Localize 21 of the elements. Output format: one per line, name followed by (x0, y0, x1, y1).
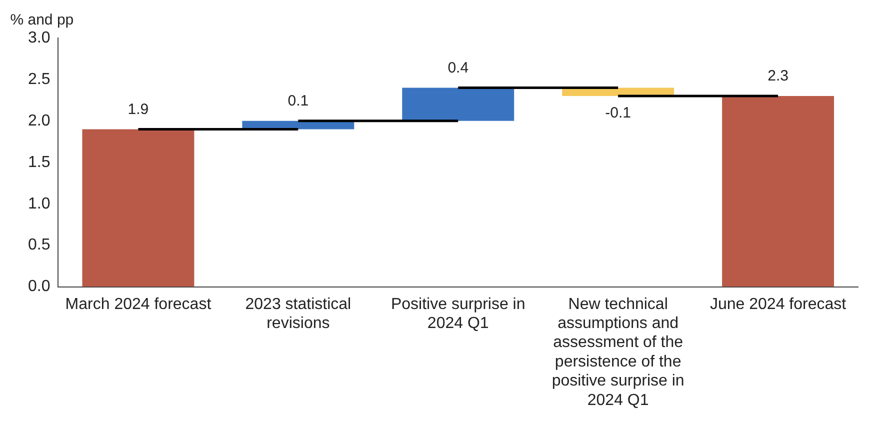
x-tick-label: June 2024 forecast (710, 296, 847, 313)
data-label: -0.1 (605, 104, 631, 122)
x-tick-label: New technical assumptions and assessment of the persistence of the positive surprise in 2024 Q1 (552, 296, 684, 409)
data-label: 0.4 (448, 59, 469, 76)
x-tick-label: 2023 statistical revisions (245, 296, 352, 332)
bar (402, 88, 514, 121)
y-tick-label: 1.5 (28, 154, 50, 171)
y-tick-label: 2.0 (28, 112, 50, 130)
data-label: 0.1 (288, 92, 309, 110)
y-tick-label: 1.0 (28, 195, 50, 212)
y-axis-title: % and pp (10, 12, 74, 29)
bar (82, 129, 194, 287)
data-label: 1.9 (128, 100, 149, 118)
y-tick-label: 2.5 (28, 70, 50, 88)
bar (722, 96, 834, 287)
x-tick-label: Positive surprise in 2024 Q1 (390, 296, 526, 332)
y-tick-label: 3.0 (28, 29, 50, 46)
y-tick-label: 0.5 (28, 236, 50, 254)
x-tick-label: March 2024 forecast (65, 296, 212, 313)
data-label: 2.3 (768, 68, 788, 85)
y-tick-label: 0.0 (28, 278, 50, 296)
